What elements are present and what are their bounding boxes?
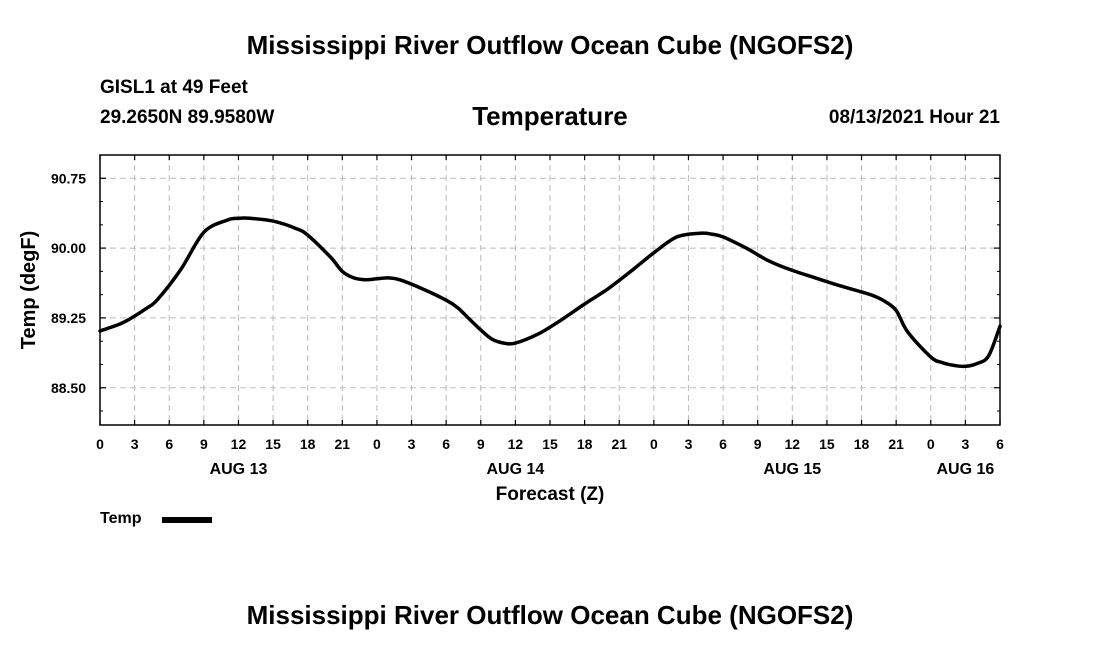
x-tick-label: 6	[996, 436, 1004, 452]
axis-ticks	[99, 155, 1001, 425]
x-tick-label: 21	[611, 436, 627, 452]
x-axis-label: Forecast (Z)	[496, 484, 605, 505]
x-tick-label: 0	[96, 436, 104, 452]
station-name: GISL1 at 49 Feet	[100, 77, 248, 98]
x-tick-label: 6	[719, 436, 727, 452]
x-tick-label: 6	[442, 436, 450, 452]
x-tick-label: 21	[335, 436, 351, 452]
y-axis-label: Temp (degF)	[18, 231, 40, 350]
x-tick-label: 18	[300, 436, 316, 452]
tick-labels: 0 3 6 9 12 15 18 21 0 3 6 9 12 15 18 21 0 3 6 9 12 15 18 21 0 3 6A…	[51, 170, 1004, 478]
x-tick-label: 0	[927, 436, 935, 452]
x-tick-label: 0	[373, 436, 381, 452]
x-tick-label: 0	[650, 436, 658, 452]
y-tick-label: 90.75	[51, 170, 86, 186]
grid-lines	[100, 155, 1000, 425]
date-label: AUG 14	[486, 461, 544, 478]
y-tick-label: 89.25	[51, 310, 86, 326]
x-tick-label: 12	[231, 436, 247, 452]
x-tick-label: 15	[265, 436, 281, 452]
footer-title: Mississippi River Outflow Ocean Cube (NG…	[246, 600, 854, 630]
y-tick-label: 90.00	[51, 240, 86, 256]
main-title: Mississippi River Outflow Ocean Cube (NG…	[246, 30, 854, 60]
x-tick-label: 3	[961, 436, 969, 452]
x-tick-label: 15	[542, 436, 558, 452]
date-label: AUG 13	[210, 461, 268, 478]
x-tick-label: 18	[854, 436, 870, 452]
x-tick-label: 12	[508, 436, 524, 452]
legend-line-swatch	[162, 517, 212, 523]
x-tick-label: 3	[408, 436, 416, 452]
forecast-datetime: 08/13/2021 Hour 21	[828, 107, 1000, 128]
x-tick-label: 3	[131, 436, 139, 452]
temp-series-line	[98, 216, 1002, 369]
variable-title: Temperature	[472, 101, 628, 131]
legend-label: Temp	[100, 510, 142, 527]
x-tick-label: 15	[819, 436, 835, 452]
x-tick-label: 9	[754, 436, 762, 452]
date-label: AUG 16	[936, 461, 994, 478]
x-tick-label: 3	[685, 436, 693, 452]
x-tick-label: 12	[785, 436, 801, 452]
x-tick-label: 21	[888, 436, 904, 452]
date-label: AUG 15	[763, 461, 821, 478]
minor-ticks	[100, 154, 1000, 412]
y-tick-label: 88.50	[51, 380, 86, 396]
station-coordinates: 29.2650N 89.9580W	[100, 107, 275, 128]
x-tick-label: 9	[477, 436, 485, 452]
x-tick-label: 6	[165, 436, 173, 452]
x-tick-label: 18	[577, 436, 593, 452]
x-tick-label: 9	[200, 436, 208, 452]
